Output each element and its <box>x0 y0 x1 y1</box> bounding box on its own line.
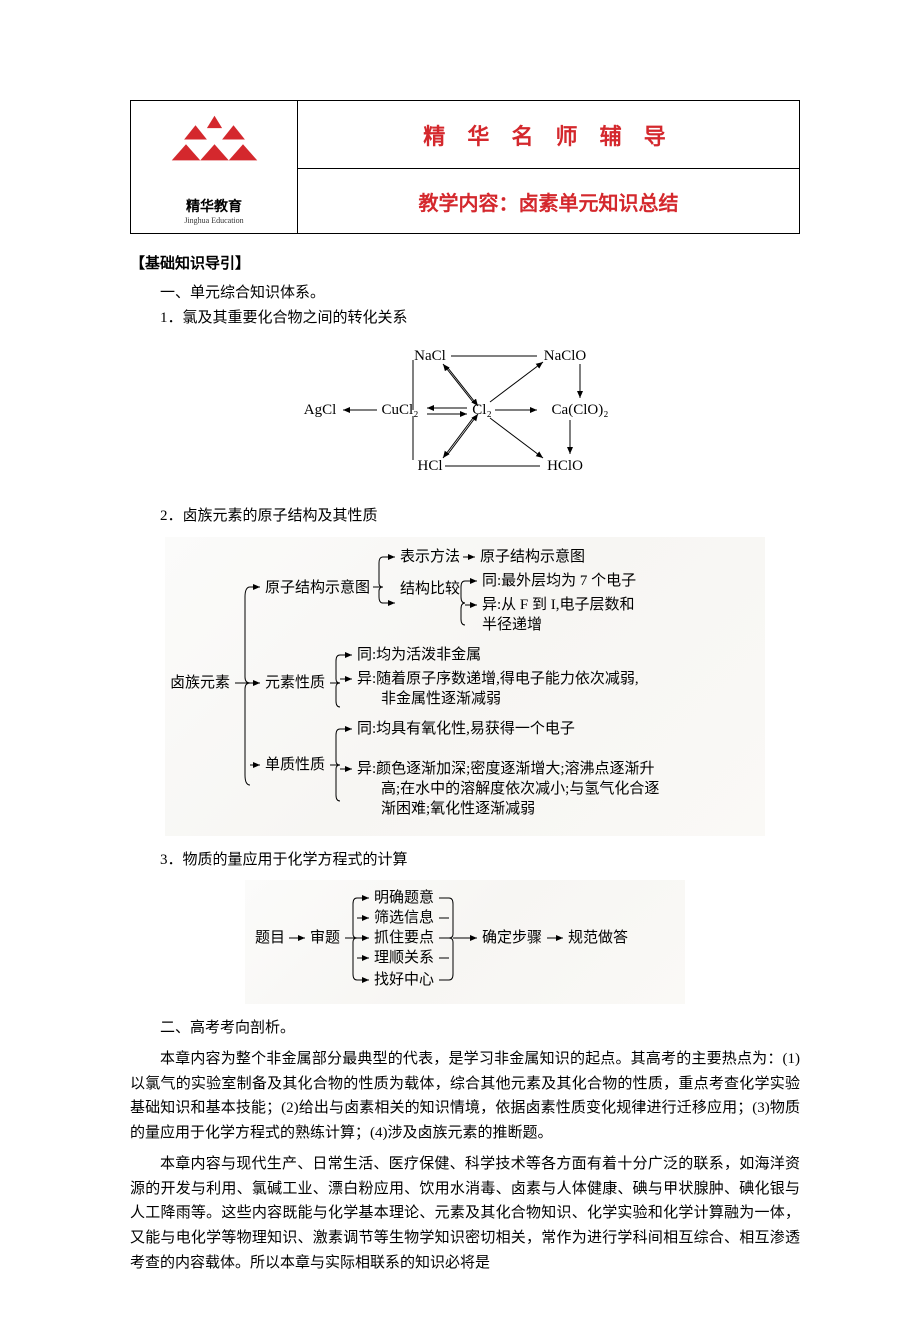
d2-b1a: 表示方法 <box>400 548 460 565</box>
d2-b1: 原子结构示意图 <box>265 578 370 596</box>
d3-m1: 明确题意 <box>374 888 434 906</box>
node-hcl: HCl <box>417 458 442 474</box>
d2-b1a-r: 原子结构示意图 <box>480 547 585 565</box>
d2-b1b-r3: 半径递增 <box>482 616 542 633</box>
d2-b2-r2b: 非金属性逐渐减弱 <box>381 690 501 707</box>
d2-b3-r2b: 高;在水中的溶解度依次减小;与氢气化合逐 <box>381 780 659 797</box>
d3-m4: 理顺关系 <box>374 949 434 966</box>
d2-b1b-r1: 同:最外层均为 7 个电子 <box>482 572 636 589</box>
d2-b3-r1: 同:均具有氧化性,易获得一个电子 <box>357 720 575 737</box>
basic-knowledge-header: 【基础知识导引】 <box>130 252 800 277</box>
d3-m3: 抓住要点 <box>374 929 434 946</box>
section-1: 一、单元综合知识体系。 <box>130 281 800 306</box>
sub-title-cell: 教学内容：卤素单元知识总结 <box>298 169 800 234</box>
d3-n2: 审题 <box>310 929 340 946</box>
node-nacl: NaCl <box>414 348 446 364</box>
paragraph-2: 本章内容与现代生产、日常生活、医疗保健、科学技术等各方面有着十分广泛的联系，如海… <box>130 1152 800 1276</box>
section-2: 二、高考考向剖析。 <box>130 1016 800 1041</box>
main-title: 精 华 名 师 辅 导 <box>423 124 674 149</box>
node-cucl2: CuCl₂ <box>382 402 419 418</box>
d3-m2: 筛选信息 <box>374 909 434 926</box>
d2-b3: 单质性质 <box>265 756 325 773</box>
content: 【基础知识导引】 一、单元综合知识体系。 1．氯及其重要化合物之间的转化关系 <box>130 252 800 1276</box>
diagram-2-halogen-tree: 卤族元素 原子结构示意图 表示方法 原子结构示意图 结构比较 同:最外层均为 7… <box>130 537 800 836</box>
d2-b1b: 结构比较 <box>400 579 460 597</box>
d2-b2: 元素性质 <box>265 674 325 691</box>
d2-b2-r1: 同:均为活泼非金属 <box>357 646 481 663</box>
diagram-1-chlorine-network: NaCl NaClO AgCl CuCl₂ Cl₂ Ca(ClO)₂ HCl H… <box>130 338 800 492</box>
d2-b2-r2a: 异:随着原子序数递增,得电子能力依次减弱, <box>357 670 639 687</box>
brand-logo-icon <box>167 109 262 189</box>
d3-n4: 规范做答 <box>568 929 628 946</box>
paragraph-1: 本章内容为整个非金属部分最典型的代表，是学习非金属知识的起点。其高考的主要热点为… <box>130 1047 800 1146</box>
d3-n1: 题目 <box>255 930 285 946</box>
section-1-1: 1．氯及其重要化合物之间的转化关系 <box>130 306 800 331</box>
logo-cell: 精华教育 Jinghua Education <box>131 101 298 234</box>
section-1-3: 3．物质的量应用于化学方程式的计算 <box>130 848 800 873</box>
d2-b3-r2c: 渐困难;氧化性逐渐减弱 <box>381 800 535 817</box>
diagram-3-problem-solving: 题目 审题 明确题意 筛选信息 抓住要点 理顺关系 找好中心 <box>130 880 800 1004</box>
node-caclo2: Ca(ClO)₂ <box>552 402 609 418</box>
d2-b1b-r2: 异:从 F 到 I,电子层数和 <box>482 596 635 613</box>
node-naclo: NaClO <box>544 348 587 364</box>
main-title-cell: 精 华 名 师 辅 导 <box>298 101 800 169</box>
header-table: 精华教育 Jinghua Education 精 华 名 师 辅 导 教学内容：… <box>130 100 800 234</box>
d2-b3-r2a: 异:颜色逐渐加深;密度逐渐增大;溶沸点逐渐升 <box>357 760 655 777</box>
node-hclo: HClO <box>547 458 583 474</box>
sub-title: 教学内容：卤素单元知识总结 <box>419 193 679 215</box>
page: 精华教育 Jinghua Education 精 华 名 师 辅 导 教学内容：… <box>0 0 920 1336</box>
brand-name-en: Jinghua Education <box>139 216 289 225</box>
d3-m5: 找好中心 <box>374 971 434 988</box>
node-agcl: AgCl <box>304 402 337 418</box>
node-cl2: Cl₂ <box>472 402 491 418</box>
d3-n3: 确定步骤 <box>482 929 542 946</box>
d2-root: 卤族元素 <box>170 674 230 691</box>
section-1-2: 2．卤族元素的原子结构及其性质 <box>130 504 800 529</box>
brand-name-cn: 精华教育 <box>139 196 289 216</box>
